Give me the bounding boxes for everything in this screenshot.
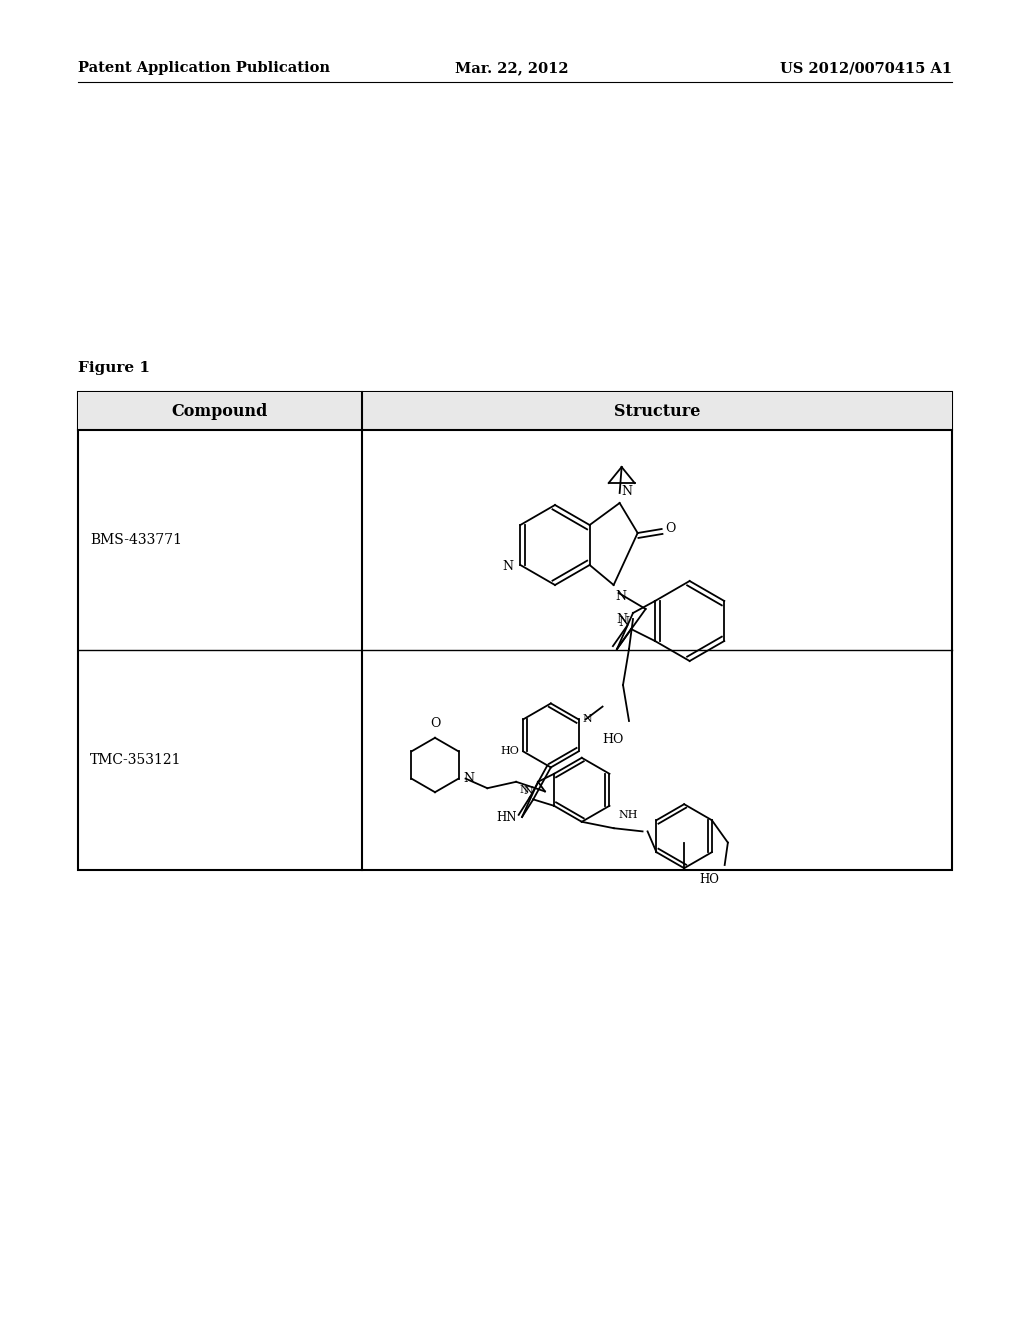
Bar <box>78 392 952 430</box>
Text: N: N <box>615 590 627 603</box>
Text: Figure 1: Figure 1 <box>78 360 150 375</box>
Text: US 2012/0070415 A1: US 2012/0070415 A1 <box>780 61 952 75</box>
Text: BMS-433771: BMS-433771 <box>90 533 182 546</box>
Text: NH: NH <box>618 810 638 820</box>
Text: O: O <box>430 717 440 730</box>
Text: N: N <box>622 484 633 498</box>
Text: N: N <box>618 616 629 630</box>
Text: N: N <box>519 785 529 796</box>
Text: N: N <box>523 785 534 796</box>
Text: O: O <box>666 523 676 536</box>
Text: TMC-353121: TMC-353121 <box>90 752 181 767</box>
Text: N: N <box>464 772 474 785</box>
Text: Compound: Compound <box>172 403 268 420</box>
Bar <box>78 392 952 870</box>
Text: HO: HO <box>699 873 720 886</box>
Text: N: N <box>616 612 627 626</box>
Text: Structure: Structure <box>613 403 700 420</box>
Text: HO: HO <box>603 733 624 746</box>
Text: HN: HN <box>497 810 517 824</box>
Text: N: N <box>583 714 592 725</box>
Text: N: N <box>503 561 513 573</box>
Text: Patent Application Publication: Patent Application Publication <box>78 61 330 75</box>
Text: HO: HO <box>501 746 519 756</box>
Text: Mar. 22, 2012: Mar. 22, 2012 <box>456 61 568 75</box>
